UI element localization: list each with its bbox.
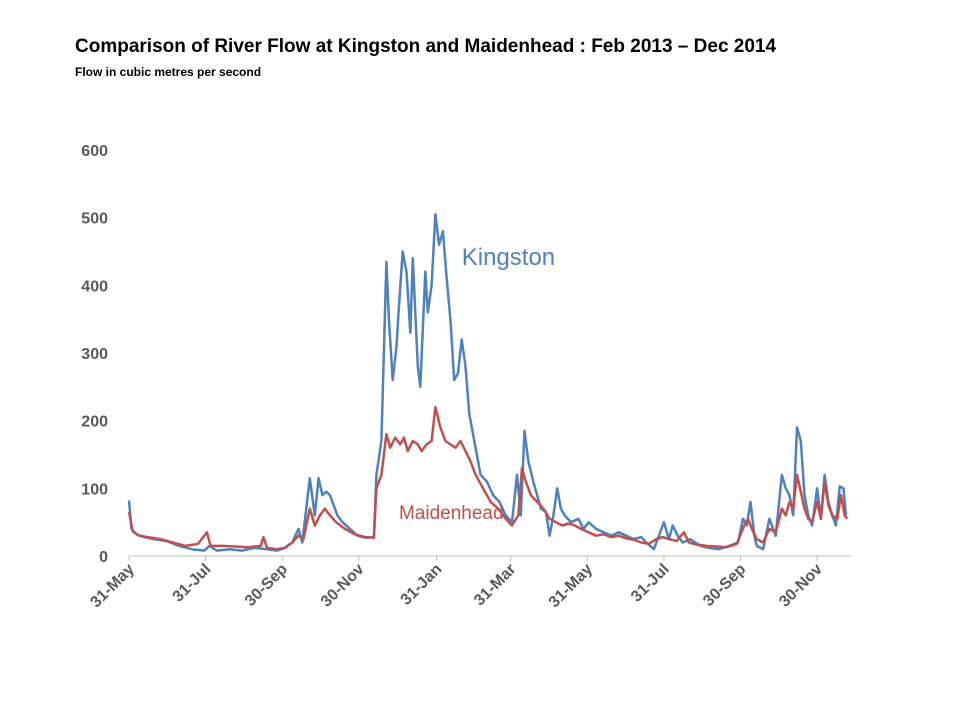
series-lines xyxy=(127,213,849,552)
y-tick-label: 600 xyxy=(81,143,108,160)
chart-subtitle: Flow in cubic metres per second xyxy=(75,65,262,79)
x-tick-label: 30-Nov xyxy=(318,561,368,611)
x-tick-label: 31-May xyxy=(87,561,137,611)
y-tick-label: 100 xyxy=(81,481,108,498)
series-line-maidenhead xyxy=(127,405,849,551)
y-tick-label: 0 xyxy=(99,549,108,566)
chart-title: Comparison of River Flow at Kingston and… xyxy=(75,36,777,57)
y-tick-label: 500 xyxy=(81,211,108,228)
x-tick-label: 31-Mar xyxy=(471,561,519,609)
y-axis-ticks: 0 100 200 300 400 500 600 xyxy=(81,143,108,566)
x-tick-label: 31-Jul xyxy=(170,561,215,606)
annotation-kingston: Kingston xyxy=(462,244,555,271)
x-tick-label: 30-Nov xyxy=(776,561,826,611)
y-tick-label: 300 xyxy=(81,346,108,363)
annotation-maidenhead: Maidenhead xyxy=(399,503,504,524)
y-tick-label: 200 xyxy=(81,414,108,431)
x-tick-label: 31-Jan xyxy=(398,561,446,609)
x-tick-label: 30-Sep xyxy=(700,561,749,610)
series-line-kingston xyxy=(127,213,848,552)
y-tick-label: 400 xyxy=(81,278,108,295)
x-axis-ticks: 31-May 31-Jul 30-Sep 30-Nov 31-Jan 31-Mar 31-M… xyxy=(87,556,826,611)
series-annotations: Kingston Maidenhead xyxy=(399,244,555,524)
x-tick-label: 31-May xyxy=(546,561,596,611)
x-tick-label: 31-Jul xyxy=(628,561,673,606)
x-tick-label: 30-Sep xyxy=(242,561,291,610)
